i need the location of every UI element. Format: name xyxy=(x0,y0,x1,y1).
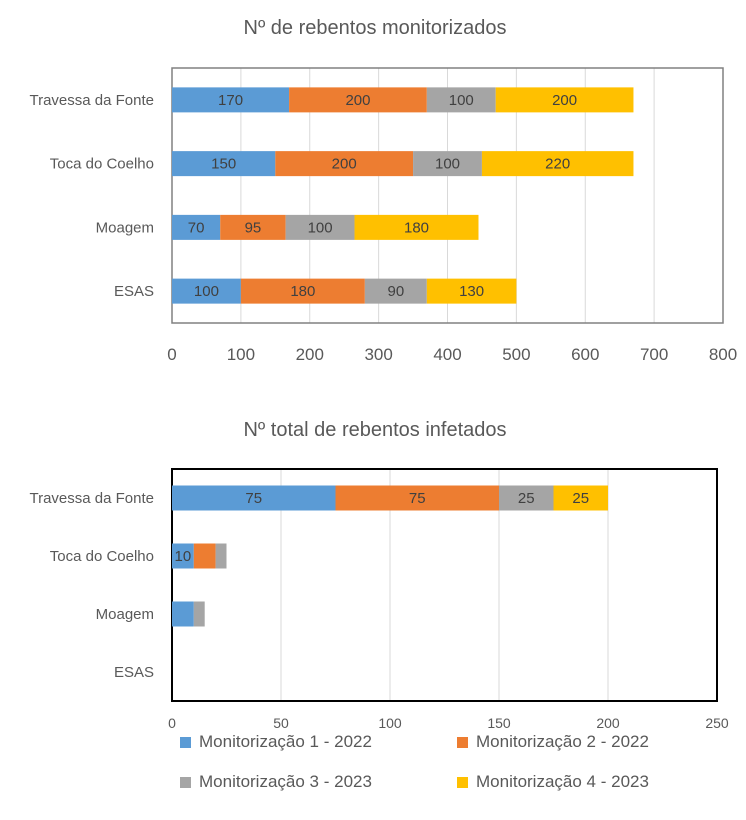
data-label: 180 xyxy=(290,283,315,300)
legend-item: Monitorização 2 - 2022 xyxy=(457,732,649,752)
category-label: ESAS xyxy=(114,283,154,300)
x-tick-label: 300 xyxy=(364,345,392,364)
bar-segment xyxy=(364,278,427,304)
bar-segment xyxy=(413,151,482,177)
bar-segment xyxy=(275,151,414,177)
bar-segment xyxy=(499,485,554,511)
bar-segment xyxy=(285,214,355,240)
legend-swatch xyxy=(180,736,191,748)
data-label: 75 xyxy=(245,490,262,507)
category-label: Moagem xyxy=(96,219,154,236)
legend-item: Monitorização 1 - 2022 xyxy=(180,732,372,752)
bar-segment xyxy=(220,214,286,240)
bar-segment xyxy=(495,87,634,113)
data-label: 100 xyxy=(194,283,219,300)
category-label: Toca do Coelho xyxy=(50,156,154,173)
data-label: 170 xyxy=(218,92,243,109)
category-label: Moagem xyxy=(96,606,154,623)
bar-segment xyxy=(215,543,227,569)
bar-segment xyxy=(426,278,517,304)
x-tick-label: 800 xyxy=(709,345,737,364)
x-tick-label: 700 xyxy=(640,345,668,364)
legend-swatch xyxy=(457,776,468,788)
data-label: 10 xyxy=(175,548,192,565)
bar-segment xyxy=(172,214,221,240)
bar-segment xyxy=(193,543,216,569)
legend-label: Monitorização 2 - 2022 xyxy=(476,732,649,751)
data-label: 220 xyxy=(545,156,570,173)
legend-label: Monitorização 3 - 2023 xyxy=(199,772,372,791)
chart-rebentos-infetados: Nº total de rebentos infetados 0 50 100 150… xyxy=(29,419,729,731)
plot-area-border xyxy=(171,67,724,324)
chart-rebentos-monitorizados: Nº de rebentos monitorizados 0 100 200 300 4… xyxy=(29,17,737,364)
chart-title: Nº total de rebentos infetados xyxy=(243,419,506,441)
bar-segment xyxy=(240,278,365,304)
legend: Monitorização 1 - 2022 Monitorização 2 - … xyxy=(180,732,740,816)
data-label: 180 xyxy=(404,219,429,236)
category-label: Toca do Coelho xyxy=(50,548,154,565)
x-tick-label: 200 xyxy=(596,715,620,731)
x-tick-label: 600 xyxy=(571,345,599,364)
data-label: 25 xyxy=(518,490,535,507)
chart-title: Nº de rebentos monitorizados xyxy=(244,17,507,39)
bar-segment xyxy=(289,87,427,113)
bar-segment xyxy=(172,601,194,627)
category-label: Travessa da Fonte xyxy=(29,92,154,109)
data-label: 75 xyxy=(409,490,426,507)
x-tick-label: 100 xyxy=(227,345,255,364)
x-tick-label: 50 xyxy=(273,715,289,731)
data-label: 100 xyxy=(449,92,474,109)
x-tick-label: 0 xyxy=(168,715,176,731)
x-tick-label: 500 xyxy=(502,345,530,364)
data-label: 150 xyxy=(211,156,236,173)
bar-segment xyxy=(172,485,336,511)
data-label: 70 xyxy=(188,219,205,236)
plot-area-border xyxy=(171,468,718,702)
category-label: ESAS xyxy=(114,664,154,681)
bar-segment xyxy=(172,278,241,304)
bar-segment xyxy=(553,485,608,511)
x-tick-label: 400 xyxy=(433,345,461,364)
data-label: 25 xyxy=(572,490,589,507)
data-label: 95 xyxy=(245,219,262,236)
bar-segment xyxy=(426,87,496,113)
x-tick-label: 250 xyxy=(705,715,729,731)
x-tick-label: 100 xyxy=(378,715,402,731)
data-label: 200 xyxy=(332,156,357,173)
legend-item: Monitorização 3 - 2023 xyxy=(180,772,372,792)
legend-label: Monitorização 4 - 2023 xyxy=(476,772,649,791)
data-label: 200 xyxy=(345,92,370,109)
x-tick-label: 150 xyxy=(487,715,511,731)
data-label: 130 xyxy=(459,283,484,300)
x-tick-label: 200 xyxy=(296,345,324,364)
category-label: Travessa da Fonte xyxy=(29,490,154,507)
bar-segment xyxy=(354,214,479,240)
data-label: 90 xyxy=(388,283,405,300)
bar-segment xyxy=(335,485,499,511)
data-label: 100 xyxy=(435,156,460,173)
legend-label: Monitorização 1 - 2022 xyxy=(199,732,372,751)
bar-segment xyxy=(193,601,205,627)
data-label: 100 xyxy=(308,219,333,236)
legend-item: Monitorização 4 - 2023 xyxy=(457,772,649,792)
bar-segment xyxy=(172,543,194,569)
bar-segment xyxy=(172,87,290,113)
bar-segment xyxy=(481,151,634,177)
data-label: 200 xyxy=(552,92,577,109)
x-tick-label: 0 xyxy=(167,345,176,364)
bar-segment xyxy=(172,151,276,177)
legend-swatch xyxy=(180,776,191,788)
legend-swatch xyxy=(457,736,468,748)
